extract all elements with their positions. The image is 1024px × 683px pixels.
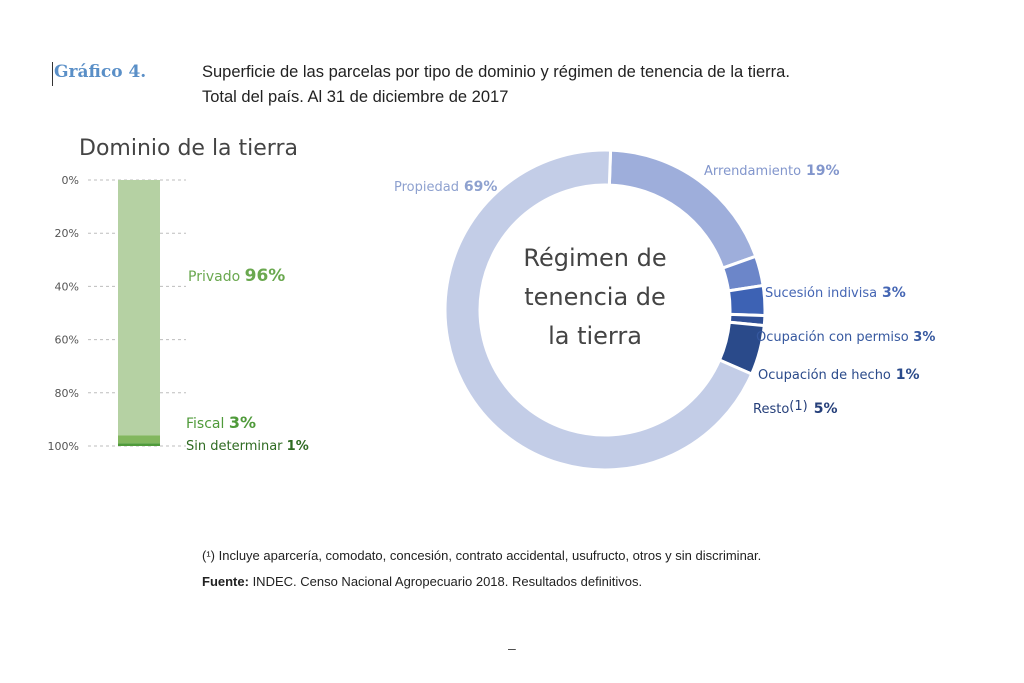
y-tick-label: 40% (55, 280, 79, 293)
donut-slice-label: Resto(1) 5% (753, 399, 837, 417)
chart-title-line-1: Superficie de las parcelas por tipo de d… (202, 63, 790, 81)
source-label: Fuente: (202, 574, 249, 589)
bar-segment-label: Privado 96% (188, 266, 285, 286)
bar-segment-label: Sin determinar 1% (186, 439, 309, 454)
y-tick-label: 20% (55, 227, 79, 240)
chart-title-line-2: Total del país. Al 31 de diciembre de 20… (202, 88, 509, 106)
donut-slice-label: Ocupación de hecho 1% (758, 367, 920, 383)
source-note: Fuente: INDEC. Censo Nacional Agropecuar… (202, 574, 642, 589)
page-mark: – (508, 640, 516, 656)
dominio-chart-title: Dominio de la tierra (79, 136, 298, 161)
bar-segment-label: Fiscal 3% (186, 413, 256, 432)
footnote: (¹) Incluye aparcería, comodato, concesi… (202, 548, 762, 563)
y-tick-label: 0% (62, 174, 79, 187)
donut-slice-label: Arrendamiento 19% (704, 163, 839, 179)
y-tick-label: 100% (48, 440, 79, 453)
donut-slice (726, 283, 767, 318)
y-tick-label: 60% (55, 334, 79, 347)
regimen-donut-chart: Régimen de tenencia de la tierra Propiedad … (394, 148, 935, 472)
y-tick-label: 80% (55, 387, 79, 400)
donut-slice (443, 148, 754, 472)
donut-slice-label: Sucesión indivisa 3% (765, 285, 906, 301)
bar-segment (118, 180, 160, 436)
donut-center-label: tenencia de (524, 283, 666, 311)
bar-segment (118, 435, 160, 444)
donut-slice-label: Propiedad 69% (394, 179, 497, 195)
donut-center-label: la tierra (548, 322, 642, 350)
figure-number: Gráfico 4. (51, 62, 147, 86)
source-text: INDEC. Censo Nacional Agropecuario 2018.… (248, 574, 643, 589)
donut-slice-label: Ocupación con permiso 3% (756, 330, 935, 345)
dominio-bar-chart: 0% 20% 40% 60% 80% 100% Privado 96% Fiscal 3% Si… (48, 174, 309, 454)
donut-center-label: Régimen de (523, 244, 666, 272)
bar-segment (118, 443, 160, 446)
